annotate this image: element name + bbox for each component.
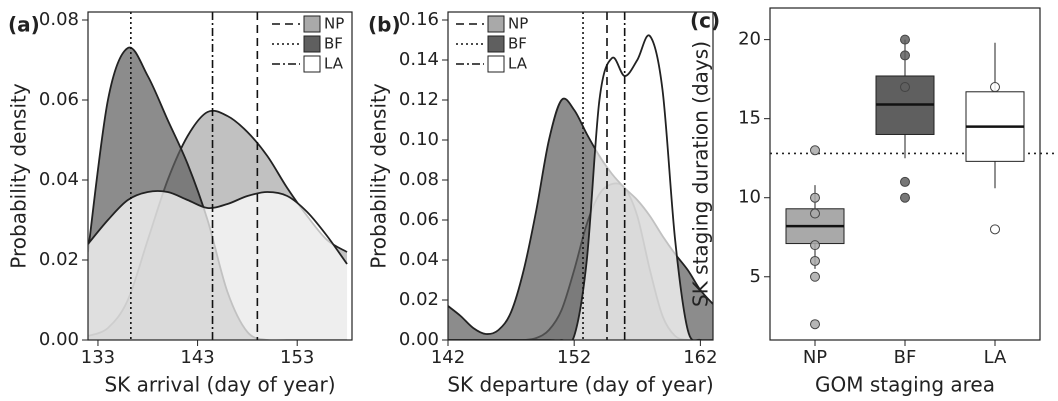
- point: [990, 224, 1000, 235]
- x-tick-label: 152: [557, 347, 591, 368]
- legend-label: LA: [508, 55, 528, 73]
- y-tick-label: 0.04: [39, 169, 79, 190]
- density-line: [448, 34, 713, 340]
- y-tick-label: 15: [738, 108, 761, 129]
- plot-frame: [87, 11, 353, 341]
- y-axis-title: SK staging duration (days): [689, 41, 713, 307]
- legend-label: BF: [324, 35, 343, 53]
- y-tick-label: 0.06: [39, 89, 79, 110]
- x-axis-title: SK arrival (day of year): [104, 373, 335, 397]
- legend-swatch: [303, 55, 321, 73]
- y-tick-label: 0.08: [399, 169, 439, 190]
- x-axis-title: GOM staging area: [815, 373, 995, 397]
- y-tick-label: 0.16: [399, 9, 439, 30]
- x-tick-label: 153: [280, 347, 314, 368]
- x-tick-label: NP: [803, 347, 827, 368]
- point: [900, 50, 910, 61]
- y-tick-label: 0.00: [399, 329, 439, 350]
- x-tick-label: 143: [180, 347, 214, 368]
- point: [900, 176, 910, 187]
- legend-label: NP: [324, 15, 344, 33]
- y-tick-label: 0.14: [399, 49, 439, 70]
- point: [810, 145, 820, 156]
- y-tick-label: 5: [750, 266, 761, 287]
- panel-label: (b): [368, 13, 401, 37]
- y-axis-title: Probability density: [367, 83, 391, 269]
- plot: [88, 12, 348, 340]
- x-tick-label: 162: [683, 347, 717, 368]
- density-area: [448, 35, 713, 340]
- x-tick-label: BF: [894, 347, 917, 368]
- point: [990, 82, 1000, 93]
- legend-label: NP: [508, 15, 528, 33]
- y-tick-label: 0.06: [399, 209, 439, 230]
- x-tick-label: 133: [81, 347, 115, 368]
- panel-label: (a): [8, 13, 40, 37]
- legend-swatch: [487, 35, 505, 53]
- y-tick-label: 0.10: [399, 129, 439, 150]
- y-tick-label: 0.02: [399, 289, 439, 310]
- legend-swatch: [487, 55, 505, 73]
- legend-swatch: [303, 35, 321, 53]
- y-tick-label: 0.04: [399, 249, 439, 270]
- y-tick-label: 0.12: [399, 89, 439, 110]
- density-line: [88, 190, 348, 265]
- point: [810, 240, 820, 251]
- x-axis-title: SK departure (day of year): [447, 373, 713, 397]
- y-tick-label: 0.00: [39, 329, 79, 350]
- point: [810, 255, 820, 266]
- point: [810, 208, 820, 219]
- point: [810, 319, 820, 330]
- point: [900, 192, 910, 203]
- point: [900, 34, 910, 45]
- legend-label: LA: [324, 55, 344, 73]
- y-tick-label: 20: [738, 29, 761, 50]
- point: [900, 82, 910, 93]
- point: [810, 192, 820, 203]
- legend-label: BF: [508, 35, 527, 53]
- plot-frame: [447, 11, 714, 341]
- density-area: [88, 191, 348, 340]
- y-tick-label: 0.08: [39, 9, 79, 30]
- plot: [448, 12, 713, 340]
- panel-label: (c): [690, 9, 720, 33]
- y-axis-title: Probability density: [7, 83, 31, 269]
- legend-swatch: [487, 15, 505, 33]
- y-tick-label: 10: [738, 187, 761, 208]
- point: [810, 271, 820, 282]
- legend-swatch: [303, 15, 321, 33]
- y-tick-label: 0.02: [39, 249, 79, 270]
- x-tick-label: 142: [431, 347, 465, 368]
- x-tick-label: LA: [984, 347, 1007, 368]
